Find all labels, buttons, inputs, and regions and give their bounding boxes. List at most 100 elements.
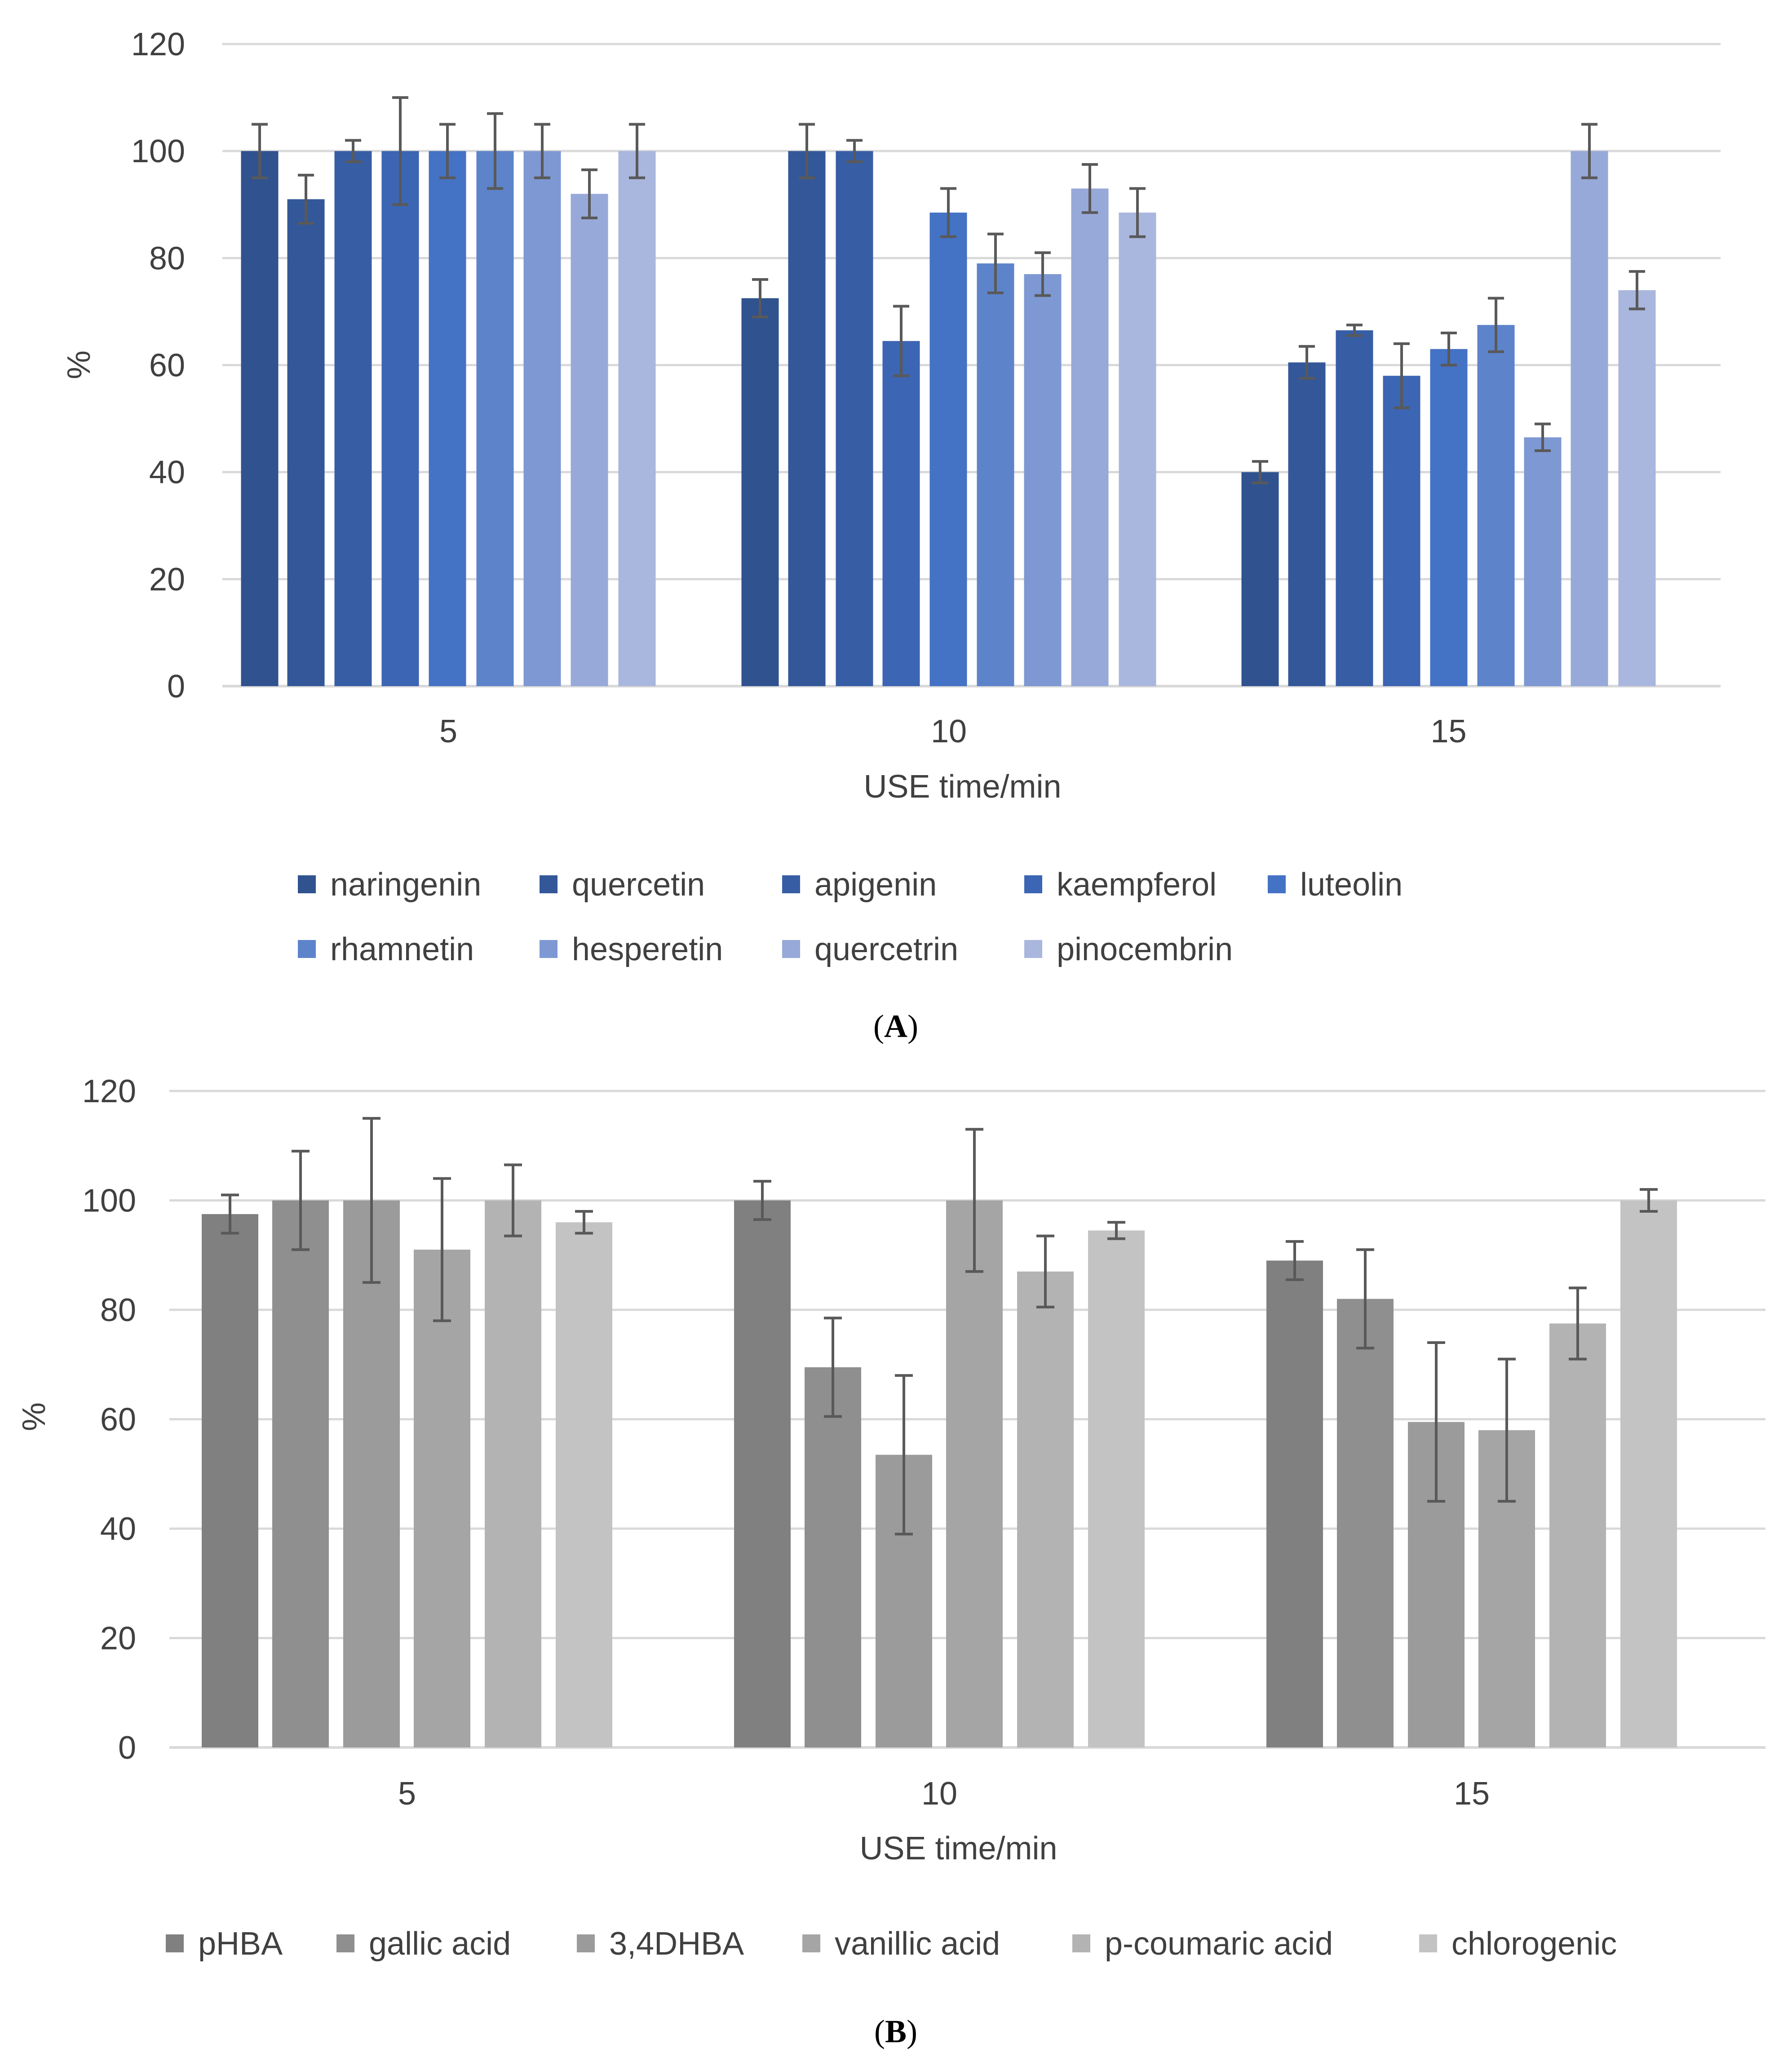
bar-rhamnetin-15 xyxy=(1477,325,1515,686)
legend-item: luteolin xyxy=(1268,867,1403,903)
error-bar xyxy=(1129,187,1146,238)
error-bar xyxy=(753,1180,771,1221)
legend-swatch xyxy=(1024,875,1042,893)
error-bar xyxy=(846,139,863,163)
error-bar xyxy=(752,278,768,319)
legend-label: apigenin xyxy=(814,867,937,903)
bar-naringenin-10 xyxy=(741,298,779,686)
bar-rhamnetin-10 xyxy=(977,263,1014,686)
bar-apigenin-10 xyxy=(836,151,873,687)
legend-swatch xyxy=(1419,1934,1437,1952)
legend-label: pinocembrin xyxy=(1057,931,1233,967)
legend-swatch xyxy=(540,875,558,893)
error-bar xyxy=(1535,422,1551,452)
error-bar xyxy=(252,123,268,179)
bar-luteolin-5 xyxy=(429,151,466,687)
y-tick-label: 120 xyxy=(82,1073,136,1109)
error-bar xyxy=(940,187,956,238)
bar-quercetin-15 xyxy=(1288,362,1326,686)
bar-kaempferol-5 xyxy=(381,151,419,687)
bar-quercetrin-15 xyxy=(1571,151,1608,687)
legend-swatch xyxy=(298,875,316,893)
y-tick-label: 60 xyxy=(100,1402,136,1438)
legend-item: hesperetin xyxy=(540,931,723,967)
legend-swatch xyxy=(1024,940,1042,958)
bar-hesperetin-10 xyxy=(1024,274,1062,686)
bar-luteolin-15 xyxy=(1430,349,1468,686)
bar-chlorogenic-5 xyxy=(556,1222,612,1747)
error-bar xyxy=(292,1149,310,1251)
y-tick-label: 80 xyxy=(100,1292,136,1328)
legend-swatch xyxy=(166,1934,184,1952)
error-bar xyxy=(345,139,361,163)
legend-label: chlorogenic xyxy=(1451,1926,1617,1962)
y-axis-title: % xyxy=(61,350,97,379)
bar-gallic-acid-15 xyxy=(1337,1299,1394,1747)
chart-panel-b: 0 20 40 60 80 100 120 5 10 15 USE time/min% pHBA gal… xyxy=(16,1073,1765,1962)
y-tick-label: 0 xyxy=(118,1730,136,1766)
bar-pinocembrin-15 xyxy=(1618,290,1656,686)
chart-panel-a: 0 20 40 60 80 100 120 5 10 15 USE time/min% naringe… xyxy=(61,27,1721,967)
legend-label: 3,4DHBA xyxy=(609,1926,744,1962)
bar-vanillic-acid-5 xyxy=(414,1250,470,1747)
error-bar xyxy=(987,232,1004,294)
legend-swatch xyxy=(782,940,800,958)
legend-label: pHBA xyxy=(198,1926,283,1962)
legend-item: kaempferol xyxy=(1024,867,1217,903)
panel-a-caption: (A) xyxy=(873,1008,918,1044)
legend-item: quercetrin xyxy=(782,931,958,967)
x-tick-label: 10 xyxy=(921,1776,957,1812)
legend-label: hesperetin xyxy=(572,931,723,967)
error-bar xyxy=(824,1317,842,1418)
legend-item: apigenin xyxy=(782,867,937,903)
error-bar xyxy=(1082,163,1098,214)
y-tick-label: 20 xyxy=(100,1621,136,1657)
x-axis-title: USE time/min xyxy=(859,1831,1057,1867)
legend-label: gallic acid xyxy=(369,1926,511,1962)
error-bar xyxy=(1427,1341,1445,1503)
error-bar xyxy=(965,1128,983,1273)
legend-item: gallic acid xyxy=(336,1926,511,1962)
legend-label: naringenin xyxy=(330,867,481,903)
x-tick-label: 5 xyxy=(439,714,457,749)
error-bar xyxy=(392,96,408,206)
error-bar xyxy=(1036,1234,1054,1308)
error-bar xyxy=(1640,1188,1658,1213)
bar-quercetrin-10 xyxy=(1071,188,1109,686)
error-bar xyxy=(799,123,815,179)
legend-b: pHBA gallic acid 3,4DHBA vanillic acid p-cou… xyxy=(166,1926,1617,1962)
error-bar xyxy=(1394,342,1410,409)
x-axis-title: USE time/min xyxy=(863,769,1061,805)
bar-p-coumaric-acid-10 xyxy=(1017,1271,1074,1747)
bar-3-4dhba-5 xyxy=(343,1200,400,1747)
x-tick-label: 5 xyxy=(398,1776,416,1812)
legend-swatch xyxy=(298,940,316,958)
error-bar xyxy=(1569,1286,1587,1361)
bar-hesperetin-15 xyxy=(1524,437,1562,686)
bar-hesperetin-5 xyxy=(523,151,561,687)
error-bar xyxy=(1252,460,1268,484)
x-tick-label: 10 xyxy=(931,714,967,749)
y-tick-label: 80 xyxy=(149,240,185,276)
error-bar xyxy=(439,123,456,179)
bar-gallic-acid-5 xyxy=(272,1200,329,1747)
legend-label: quercetin xyxy=(572,867,705,903)
error-bar xyxy=(1498,1357,1516,1503)
bar-p-coumaric-acid-15 xyxy=(1549,1323,1606,1747)
error-bar xyxy=(1286,1240,1304,1282)
error-bar xyxy=(581,168,597,220)
legend-swatch xyxy=(540,940,558,958)
y-tick-label: 0 xyxy=(167,669,185,705)
y-tick-label: 100 xyxy=(82,1183,136,1219)
legend-label: rhamnetin xyxy=(330,931,474,967)
bar-naringenin-15 xyxy=(1241,472,1279,686)
y-tick-label: 20 xyxy=(149,562,185,598)
y-tick-label: 100 xyxy=(131,133,185,169)
error-bar xyxy=(1581,123,1597,179)
error-bar xyxy=(1035,251,1051,297)
error-bar xyxy=(629,123,645,179)
legend-swatch xyxy=(577,1934,595,1952)
bar-quercetin-10 xyxy=(788,151,826,687)
legend-swatch xyxy=(802,1934,820,1952)
